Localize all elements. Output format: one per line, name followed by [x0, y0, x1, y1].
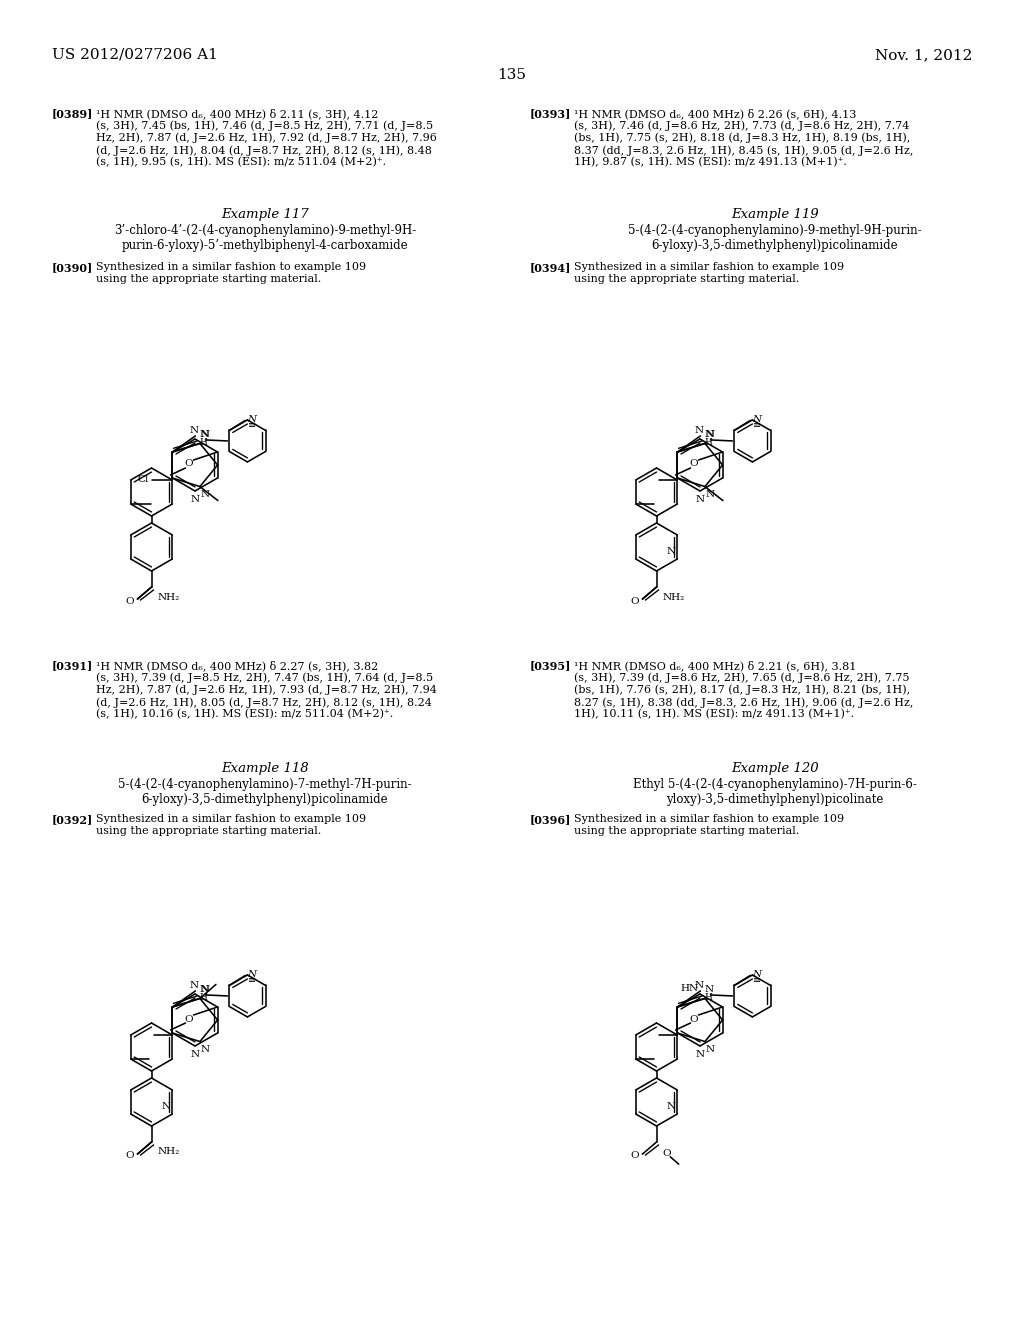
Text: N: N [190, 495, 200, 504]
Text: [0390]: [0390] [52, 261, 93, 273]
Text: ¹H NMR (DMSO d₆, 400 MHz) δ 2.27 (s, 3H), 3.82
(s, 3H), 7.39 (d, J=8.5 Hz, 2H), : ¹H NMR (DMSO d₆, 400 MHz) δ 2.27 (s, 3H)… [96, 660, 437, 719]
Text: HN: HN [681, 985, 699, 994]
Text: [0396]: [0396] [530, 814, 571, 825]
Text: Synthesized in a similar fashion to example 109
using the appropriate starting m: Synthesized in a similar fashion to exam… [574, 814, 844, 836]
Text: N: N [706, 1044, 715, 1053]
Text: ≡: ≡ [248, 975, 256, 986]
Text: [0395]: [0395] [530, 660, 571, 671]
Text: Nov. 1, 2012: Nov. 1, 2012 [874, 48, 972, 62]
Text: N: N [190, 1049, 200, 1059]
Text: Cl: Cl [137, 475, 148, 484]
Text: N: N [753, 970, 762, 979]
Text: N: N [705, 986, 714, 994]
Text: Example 119: Example 119 [731, 209, 819, 220]
Text: ¹H NMR (DMSO d₆, 400 MHz) δ 2.11 (s, 3H), 4.12
(s, 3H), 7.45 (bs, 1H), 7.46 (d, : ¹H NMR (DMSO d₆, 400 MHz) δ 2.11 (s, 3H)… [96, 108, 437, 168]
Text: O: O [184, 1015, 193, 1023]
Text: [0392]: [0392] [52, 814, 93, 825]
Text: Synthesized in a similar fashion to example 109
using the appropriate starting m: Synthesized in a similar fashion to exam… [96, 261, 367, 284]
Text: 5-(4-(2-(4-cyanophenylamino)-9-methyl-9H-purin-
6-yloxy)-3,5-dimethylphenyl)pico: 5-(4-(2-(4-cyanophenylamino)-9-methyl-9H… [628, 224, 922, 252]
Text: N: N [201, 986, 210, 994]
Text: [0393]: [0393] [530, 108, 571, 119]
Text: N: N [695, 495, 705, 504]
Text: N: N [189, 426, 199, 436]
Text: Example 118: Example 118 [221, 762, 309, 775]
Text: ≡: ≡ [248, 421, 256, 430]
Text: NH₂: NH₂ [158, 1147, 180, 1156]
Text: O: O [125, 597, 133, 606]
Text: N: N [667, 1102, 675, 1111]
Text: Ethyl 5-(4-(2-(4-cyanophenylamino)-7H-purin-6-
yloxy)-3,5-dimethylphenyl)picolin: Ethyl 5-(4-(2-(4-cyanophenylamino)-7H-pu… [633, 777, 916, 807]
Text: N: N [201, 490, 210, 499]
Text: 3’-chloro-4’-(2-(4-cyanophenylamino)-9-methyl-9H-
purin-6-yloxy)-5’-methylbiphen: 3’-chloro-4’-(2-(4-cyanophenylamino)-9-m… [114, 224, 416, 252]
Text: O: O [125, 1151, 133, 1160]
Text: Synthesized in a similar fashion to example 109
using the appropriate starting m: Synthesized in a similar fashion to exam… [574, 261, 844, 284]
Text: ≡: ≡ [754, 421, 762, 430]
Text: O: O [630, 597, 639, 606]
Text: NH₂: NH₂ [663, 593, 685, 602]
Text: NH₂: NH₂ [158, 593, 180, 602]
Text: Synthesized in a similar fashion to example 109
using the appropriate starting m: Synthesized in a similar fashion to exam… [96, 814, 367, 836]
Text: ¹H NMR (DMSO d₆, 400 MHz) δ 2.26 (s, 6H), 4.13
(s, 3H), 7.46 (d, J=8.6 Hz, 2H), : ¹H NMR (DMSO d₆, 400 MHz) δ 2.26 (s, 6H)… [574, 108, 913, 168]
Text: N: N [200, 430, 209, 440]
Text: N: N [706, 490, 715, 499]
Text: N: N [706, 430, 715, 440]
Text: ≡: ≡ [754, 975, 762, 986]
Text: ¹H NMR (DMSO d₆, 400 MHz) δ 2.21 (s, 6H), 3.81
(s, 3H), 7.39 (d, J=8.6 Hz, 2H), : ¹H NMR (DMSO d₆, 400 MHz) δ 2.21 (s, 6H)… [574, 660, 913, 719]
Text: N: N [695, 1049, 705, 1059]
Text: O: O [663, 1150, 671, 1159]
Text: Example 120: Example 120 [731, 762, 819, 775]
Text: N: N [161, 1102, 170, 1111]
Text: [0394]: [0394] [530, 261, 571, 273]
Text: O: O [689, 1015, 697, 1023]
Text: H: H [705, 438, 713, 447]
Text: N: N [201, 1044, 210, 1053]
Text: O: O [184, 459, 193, 469]
Text: O: O [630, 1151, 639, 1160]
Text: 5-(4-(2-(4-cyanophenylamino)-7-methyl-7H-purin-
6-yloxy)-3,5-dimethylphenyl)pico: 5-(4-(2-(4-cyanophenylamino)-7-methyl-7H… [118, 777, 412, 807]
Text: N: N [667, 546, 675, 556]
Text: N: N [201, 430, 210, 440]
Text: N: N [705, 430, 714, 440]
Text: H: H [705, 994, 713, 1002]
Text: N: N [189, 981, 199, 990]
Text: H: H [200, 438, 207, 447]
Text: Example 117: Example 117 [221, 209, 309, 220]
Text: N: N [247, 414, 256, 424]
Text: N: N [200, 986, 209, 994]
Text: N: N [753, 414, 762, 424]
Text: [0391]: [0391] [52, 660, 93, 671]
Text: 135: 135 [498, 69, 526, 82]
Text: H: H [200, 994, 207, 1002]
Text: O: O [689, 459, 697, 469]
Text: N: N [247, 970, 256, 979]
Text: N: N [694, 426, 703, 436]
Text: N: N [694, 981, 703, 990]
Text: [0389]: [0389] [52, 108, 93, 119]
Text: US 2012/0277206 A1: US 2012/0277206 A1 [52, 48, 218, 62]
